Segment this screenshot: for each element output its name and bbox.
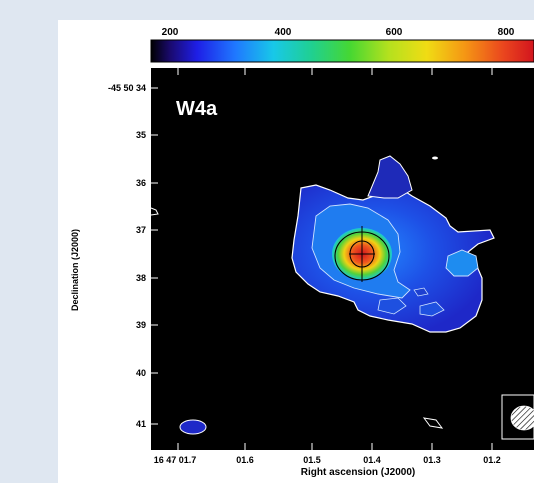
emission-small-contour [422,417,444,429]
emission-edge-contour [150,207,159,216]
y-tick-label: 39 [136,320,146,330]
panel-label: W4a [176,98,218,120]
y-tick-label: 37 [136,225,146,235]
x-tick-label: 01.2 [483,455,501,465]
x-axis-title: Right ascension (J2000) [301,467,415,478]
emission-lower-contour [377,297,407,315]
y-axis-ticks [151,87,158,425]
colorbar-tick-label: 800 [498,27,515,38]
y-tick-label: 38 [136,273,146,283]
y-tick-label: 36 [136,178,146,188]
x-tick-label: 01.6 [236,455,254,465]
colorbar-tick-label: 400 [275,27,292,38]
x-tick-label: 01.5 [303,455,321,465]
y-axis-title: Declination (J2000) [70,229,80,311]
x-tick-label: 01.3 [423,455,441,465]
x-axis-ticks [177,68,493,450]
y-tick-label: -45 50 34 [108,83,146,93]
x-tick-label: 01.4 [363,455,381,465]
colorbar-tick-label: 600 [386,27,403,38]
emission-lower-contour [419,301,445,317]
emission-upper-contour [367,155,413,199]
y-tick-label: 41 [136,419,146,429]
colorbar [150,39,534,63]
y-tick-label: 35 [136,130,146,140]
beam-ellipse-icon [510,405,534,431]
x-tick-label: 16 47 01.7 [154,455,197,465]
y-tick-label: 40 [136,368,146,378]
radio-map-figure: 200 400 600 800 W4a [70,27,534,478]
emission-right-clump [445,249,479,277]
figure-panel: 200 400 600 800 W4a [58,20,534,483]
emission-small-contour [179,419,207,435]
emission-lower-contour [413,287,429,297]
colorbar-tick-label: 200 [162,27,179,38]
emission-small-contour [432,156,438,160]
